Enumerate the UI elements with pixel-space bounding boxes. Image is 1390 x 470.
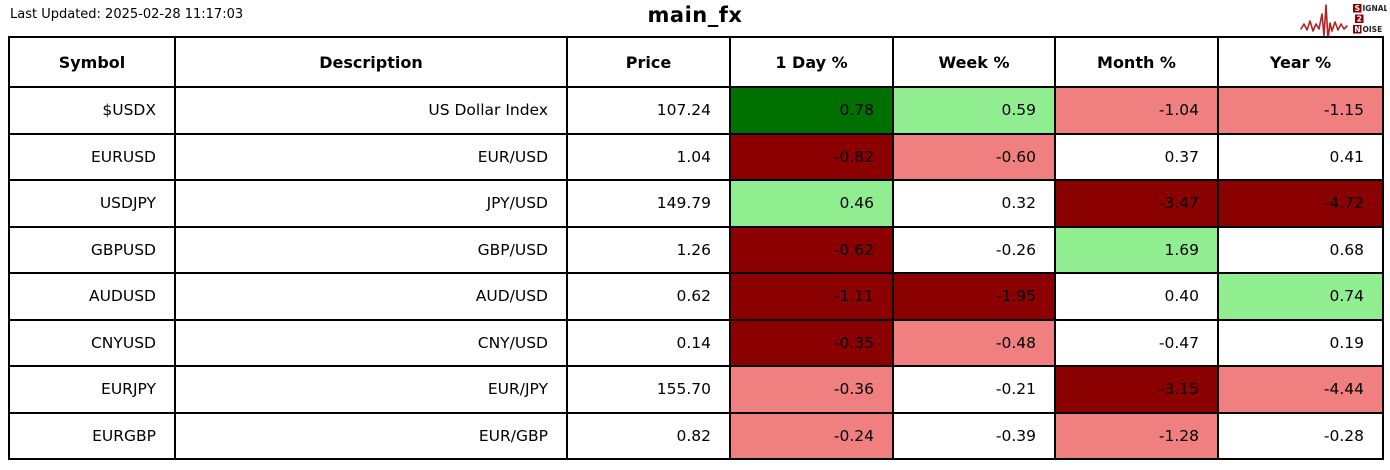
day-change-cell: -0.35 bbox=[729, 318, 894, 367]
symbol-cell: CNYUSD bbox=[8, 318, 176, 367]
table-row-usdx: $USDX US Dollar Index 107.24 0.78 0.59 -1.04-… bbox=[8, 86, 1384, 135]
table-row-audusd: AUDUSD AUD/USD 0.62 -1.11 -1.95 0.40 0.74 bbox=[8, 272, 1384, 321]
last-updated-timestamp: Last Updated: 2025-02-28 11:17:03 bbox=[10, 7, 244, 22]
year-change-cell: 0.41 bbox=[1217, 132, 1384, 181]
fx-table: Symbol Description Price 1 Day % Week % Month… bbox=[8, 36, 1384, 460]
logo-letter-s: S bbox=[1355, 4, 1360, 13]
day-change-cell: -0.36 bbox=[729, 365, 894, 414]
year-change-cell: 0.68 bbox=[1217, 225, 1384, 274]
description-cell: EUR/JPY bbox=[174, 365, 568, 414]
week-change-cell: -0.39 bbox=[892, 411, 1056, 460]
description-cell: AUD/USD bbox=[174, 272, 568, 321]
month-change-cell: -1.28 bbox=[1054, 411, 1219, 460]
day-change-cell: -1.11 bbox=[729, 272, 894, 321]
price-cell: 0.62 bbox=[566, 272, 731, 321]
logo-word-oise: OISE bbox=[1363, 25, 1383, 34]
description-cell: GBP/USD bbox=[174, 225, 568, 274]
page-title: main_fx bbox=[647, 3, 743, 27]
month-change-cell: 0.40 bbox=[1054, 272, 1219, 321]
month-change-cell: -3.47 bbox=[1054, 179, 1219, 228]
month-change-cell: -0.47 bbox=[1054, 318, 1219, 367]
week-change-cell: -1.95 bbox=[892, 272, 1056, 321]
day-change-cell: 0.78 bbox=[729, 86, 894, 135]
month-change-cell: 0.37 bbox=[1054, 132, 1219, 181]
price-cell: 1.26 bbox=[566, 225, 731, 274]
month-change-cell: -1.04 bbox=[1054, 86, 1219, 135]
week-change-cell: -0.60 bbox=[892, 132, 1056, 181]
year-change-cell: 0.74 bbox=[1217, 272, 1384, 321]
description-cell: EUR/USD bbox=[174, 132, 568, 181]
column-header-year-: Year % bbox=[1217, 36, 1384, 88]
month-change-cell: 1.69 bbox=[1054, 225, 1219, 274]
table-row-eurusd: EURUSD EUR/USD 1.04 -0.82 -0.60 0.37 0.41 bbox=[8, 132, 1384, 181]
price-cell: 0.82 bbox=[566, 411, 731, 460]
column-header-week-: Week % bbox=[892, 36, 1056, 88]
column-header-month-: Month % bbox=[1054, 36, 1219, 88]
day-change-cell: -0.62 bbox=[729, 225, 894, 274]
description-cell: JPY/USD bbox=[174, 179, 568, 228]
table-row-eurjpy: EURJPY EUR/JPY 155.70 -0.36 -0.21 -3.15 -4.44 bbox=[8, 365, 1384, 414]
logo-word-ignal: IGNAL bbox=[1363, 4, 1388, 13]
symbol-cell: GBPUSD bbox=[8, 225, 176, 274]
column-header-description: Description bbox=[174, 36, 568, 88]
day-change-cell: -0.82 bbox=[729, 132, 894, 181]
day-change-cell: 0.46 bbox=[729, 179, 894, 228]
logo-letter-n: N bbox=[1354, 25, 1360, 34]
logo-text: S IGNAL 2 N OISE bbox=[1353, 4, 1387, 34]
symbol-cell: EURJPY bbox=[8, 365, 176, 414]
price-cell: 107.24 bbox=[566, 86, 731, 135]
column-header-symbol: Symbol bbox=[8, 36, 176, 88]
symbol-cell: EURGBP bbox=[8, 411, 176, 460]
year-change-cell: 0.19 bbox=[1217, 318, 1384, 367]
description-cell: CNY/USD bbox=[174, 318, 568, 367]
week-change-cell: 0.59 bbox=[892, 86, 1056, 135]
symbol-cell: AUDUSD bbox=[8, 272, 176, 321]
price-cell: 149.79 bbox=[566, 179, 731, 228]
week-change-cell: -0.48 bbox=[892, 318, 1056, 367]
symbol-cell: $USDX bbox=[8, 86, 176, 135]
year-change-cell: -0.28 bbox=[1217, 411, 1384, 460]
column-header-price: Price bbox=[566, 36, 731, 88]
price-cell: 0.14 bbox=[566, 318, 731, 367]
symbol-cell: USDJPY bbox=[8, 179, 176, 228]
year-change-cell: -4.72 bbox=[1217, 179, 1384, 228]
week-change-cell: 0.32 bbox=[892, 179, 1056, 228]
day-change-cell: -0.24 bbox=[729, 411, 894, 460]
table-row-usdjpy: USDJPY JPY/USD 149.79 0.46 0.32 -3.47 -4.72 bbox=[8, 179, 1384, 228]
table-row-eurgbp: EURGBP EUR/GBP 0.82 -0.24 -0.39 -1.28 -0.28 bbox=[8, 411, 1384, 460]
week-change-cell: -0.26 bbox=[892, 225, 1056, 274]
column-header-1-day-: 1 Day % bbox=[729, 36, 894, 88]
description-cell: EUR/GBP bbox=[174, 411, 568, 460]
table-row-gbpusd: GBPUSD GBP/USD 1.26 -0.62 -0.26 1.69 0.68 bbox=[8, 225, 1384, 274]
year-change-cell: -1.15 bbox=[1217, 86, 1384, 135]
table-header-row: Symbol Description Price 1 Day % Week % Month… bbox=[8, 36, 1384, 88]
signal2noise-logo: S IGNAL 2 N OISE bbox=[1300, 4, 1387, 40]
price-cell: 155.70 bbox=[566, 365, 731, 414]
price-cell: 1.04 bbox=[566, 132, 731, 181]
week-change-cell: -0.21 bbox=[892, 365, 1056, 414]
year-change-cell: -4.44 bbox=[1217, 365, 1384, 414]
month-change-cell: -3.15 bbox=[1054, 365, 1219, 414]
description-cell: US Dollar Index bbox=[174, 86, 568, 135]
symbol-cell: EURUSD bbox=[8, 132, 176, 181]
table-row-cnyusd: CNYUSD CNY/USD 0.14 -0.35 -0.48 -0.47 0.19 bbox=[8, 318, 1384, 367]
logo-letter-2: 2 bbox=[1357, 15, 1362, 24]
waveform-icon bbox=[1300, 4, 1348, 40]
